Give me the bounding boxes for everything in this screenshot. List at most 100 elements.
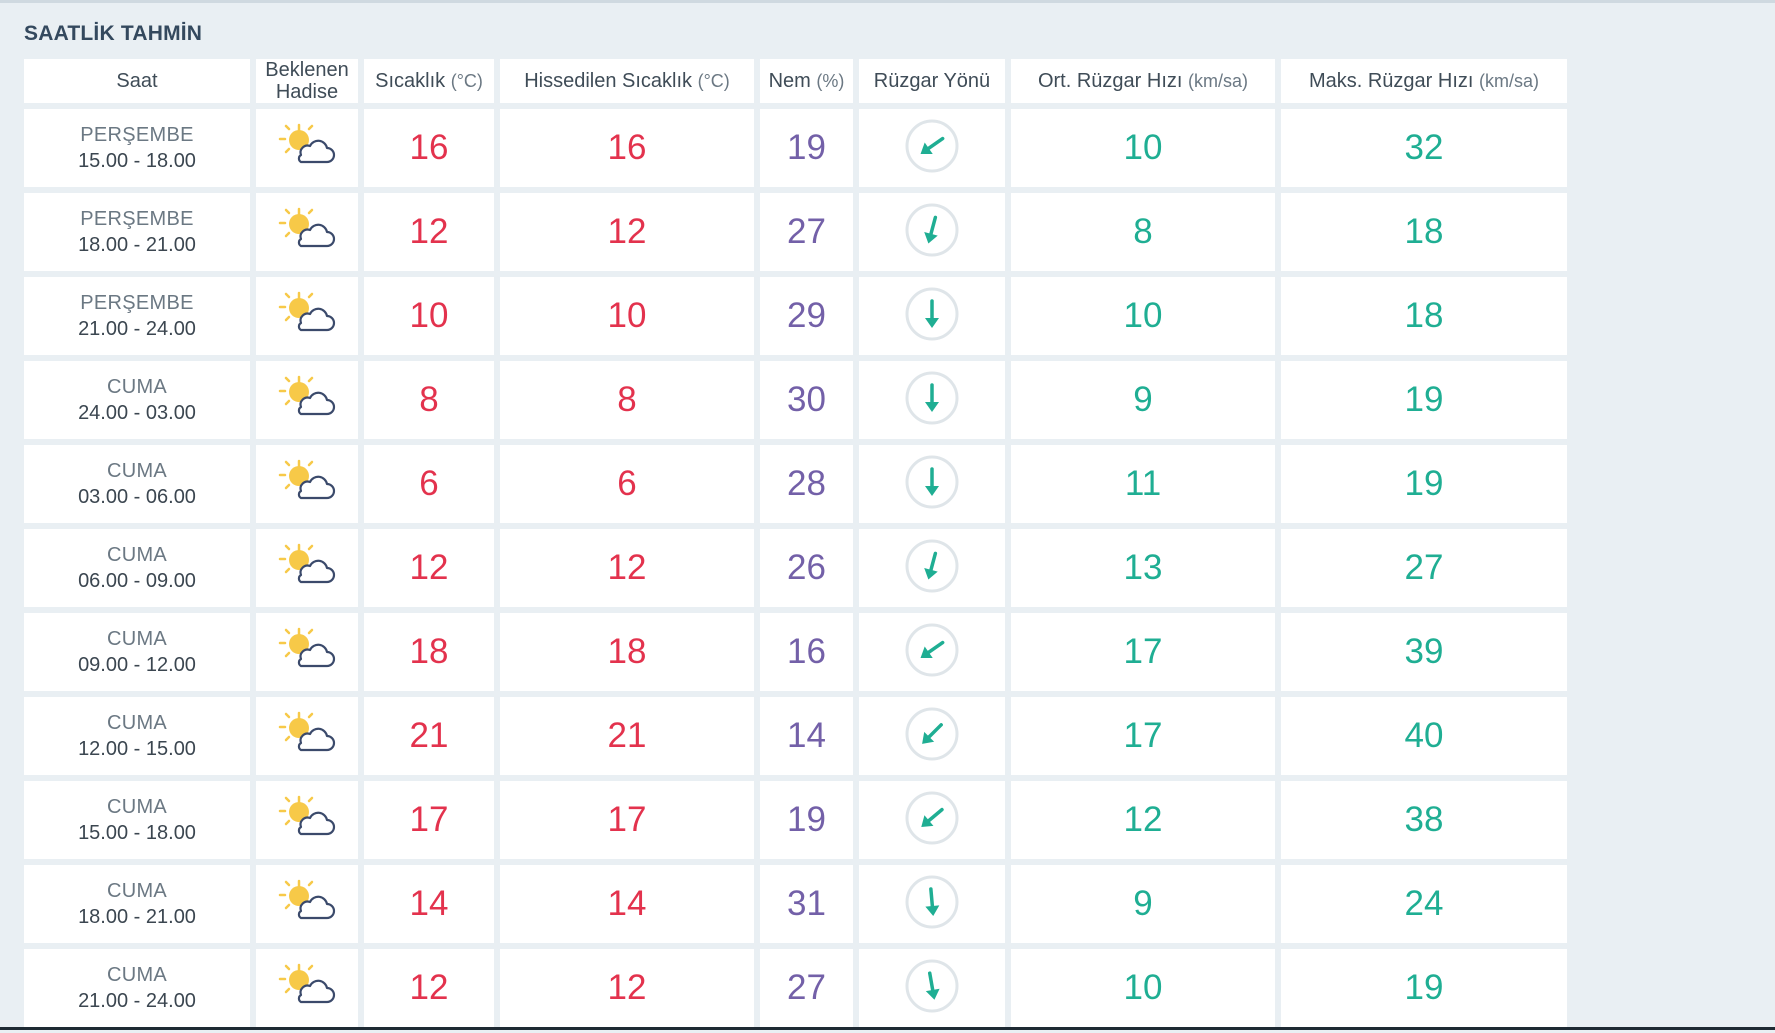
avg-wind-value: 9 <box>1133 380 1153 419</box>
wind-direction-arrow-icon <box>905 959 959 1012</box>
feels-like-cell: 10 <box>500 277 754 355</box>
top-divider <box>0 0 1775 3</box>
humidity-cell: 19 <box>760 781 853 859</box>
day-name: CUMA <box>106 460 168 482</box>
max-wind-cell: 19 <box>1281 949 1567 1027</box>
time-cell: CUMA 24.00 - 03.00 <box>24 361 250 439</box>
weather-cell <box>256 445 358 523</box>
header-ort-ruzgar-hizi[interactable]: Ort. Rüzgar Hızı (km/sa) <box>1011 59 1275 103</box>
header-maks-ruzgar-hizi[interactable]: Maks. Rüzgar Hızı (km/sa) <box>1281 59 1567 103</box>
header-nem[interactable]: Nem (%) <box>760 59 853 103</box>
weather-cell <box>256 949 358 1027</box>
time-cell: CUMA 21.00 - 24.00 <box>24 949 250 1027</box>
temperature-cell: 14 <box>364 865 494 943</box>
day-name: CUMA <box>106 376 168 398</box>
feels-like-cell: 12 <box>500 193 754 271</box>
feels-like-value: 6 <box>617 464 637 503</box>
avg-wind-value: 10 <box>1123 128 1163 167</box>
feels-like-value: 8 <box>617 380 637 419</box>
wind-direction-cell <box>859 613 1005 691</box>
feels-like-value: 21 <box>607 716 647 755</box>
wind-direction-arrow-icon <box>905 119 959 172</box>
feels-like-value: 18 <box>607 632 647 671</box>
avg-wind-cell: 10 <box>1011 949 1275 1027</box>
feels-like-cell: 17 <box>500 781 754 859</box>
partly-cloudy-icon <box>277 123 337 175</box>
table-row: CUMA 12.00 - 15.00 21 21 14 17 40 <box>24 697 1567 775</box>
time-cell: CUMA 18.00 - 21.00 <box>24 865 250 943</box>
humidity-cell: 26 <box>760 529 853 607</box>
time-cell: PERŞEMBE 18.00 - 21.00 <box>24 193 250 271</box>
time-cell: PERŞEMBE 15.00 - 18.00 <box>24 109 250 187</box>
wind-direction-arrow-icon <box>905 707 959 760</box>
wind-direction-arrow-icon <box>905 791 959 844</box>
header-ruzgar-yonu[interactable]: Rüzgar Yönü <box>859 59 1005 103</box>
wind-direction-cell <box>859 949 1005 1027</box>
max-wind-cell: 24 <box>1281 865 1567 943</box>
wind-direction-cell <box>859 277 1005 355</box>
temperature-value: 12 <box>409 212 449 251</box>
max-wind-value: 19 <box>1404 464 1444 503</box>
temperature-cell: 12 <box>364 949 494 1027</box>
weather-cell <box>256 613 358 691</box>
humidity-value: 31 <box>787 884 826 923</box>
temperature-value: 17 <box>409 800 449 839</box>
wind-direction-arrow-icon <box>905 455 959 508</box>
temperature-cell: 10 <box>364 277 494 355</box>
feels-like-cell: 14 <box>500 865 754 943</box>
header-beklenen-hadise[interactable]: Beklenen Hadise <box>256 59 358 103</box>
partly-cloudy-icon <box>277 207 337 259</box>
feels-like-cell: 12 <box>500 529 754 607</box>
partly-cloudy-icon <box>277 291 337 343</box>
max-wind-cell: 32 <box>1281 109 1567 187</box>
max-wind-cell: 27 <box>1281 529 1567 607</box>
max-wind-cell: 19 <box>1281 361 1567 439</box>
max-wind-value: 38 <box>1404 800 1444 839</box>
weather-cell <box>256 865 358 943</box>
temperature-value: 21 <box>409 716 449 755</box>
avg-wind-value: 17 <box>1123 632 1163 671</box>
max-wind-cell: 18 <box>1281 193 1567 271</box>
avg-wind-cell: 13 <box>1011 529 1275 607</box>
max-wind-value: 24 <box>1404 884 1444 923</box>
avg-wind-value: 12 <box>1123 800 1163 839</box>
temperature-value: 6 <box>419 464 439 503</box>
temperature-cell: 8 <box>364 361 494 439</box>
max-wind-value: 19 <box>1404 380 1444 419</box>
humidity-value: 16 <box>787 632 826 671</box>
table-header-row: Saat Beklenen Hadise Sıcaklık (°C) Hisse… <box>24 59 1567 103</box>
day-name: CUMA <box>106 880 168 902</box>
avg-wind-cell: 12 <box>1011 781 1275 859</box>
day-name: PERŞEMBE <box>80 292 194 314</box>
avg-wind-cell: 11 <box>1011 445 1275 523</box>
wind-direction-arrow-icon <box>905 287 959 340</box>
table-body: PERŞEMBE 15.00 - 18.00 16 16 19 10 32 PERŞEMBE 1… <box>24 109 1567 1027</box>
bottom-divider <box>0 1027 1775 1030</box>
header-hissedilen-sicaklik[interactable]: Hissedilen Sıcaklık (°C) <box>500 59 754 103</box>
time-cell: CUMA 09.00 - 12.00 <box>24 613 250 691</box>
partly-cloudy-icon <box>277 795 337 847</box>
avg-wind-value: 10 <box>1123 296 1163 335</box>
hourly-forecast-table: Saat Beklenen Hadise Sıcaklık (°C) Hisse… <box>18 53 1573 1033</box>
header-sicaklik[interactable]: Sıcaklık (°C) <box>364 59 494 103</box>
humidity-cell: 29 <box>760 277 853 355</box>
wind-direction-cell <box>859 361 1005 439</box>
temperature-value: 18 <box>409 632 449 671</box>
header-saat[interactable]: Saat <box>24 59 250 103</box>
weather-cell <box>256 277 358 355</box>
humidity-cell: 27 <box>760 949 853 1027</box>
temperature-cell: 12 <box>364 193 494 271</box>
wind-direction-cell <box>859 781 1005 859</box>
humidity-cell: 16 <box>760 613 853 691</box>
partly-cloudy-icon <box>277 459 337 511</box>
feels-like-value: 10 <box>607 296 647 335</box>
day-name: PERŞEMBE <box>80 208 194 230</box>
table-row: CUMA 21.00 - 24.00 12 12 27 10 19 <box>24 949 1567 1027</box>
time-range: 03.00 - 06.00 <box>78 486 196 508</box>
max-wind-cell: 19 <box>1281 445 1567 523</box>
wind-direction-arrow-icon <box>905 539 959 592</box>
avg-wind-value: 9 <box>1133 884 1153 923</box>
weather-cell <box>256 697 358 775</box>
wind-direction-arrow-icon <box>905 203 959 256</box>
day-name: CUMA <box>106 796 168 818</box>
